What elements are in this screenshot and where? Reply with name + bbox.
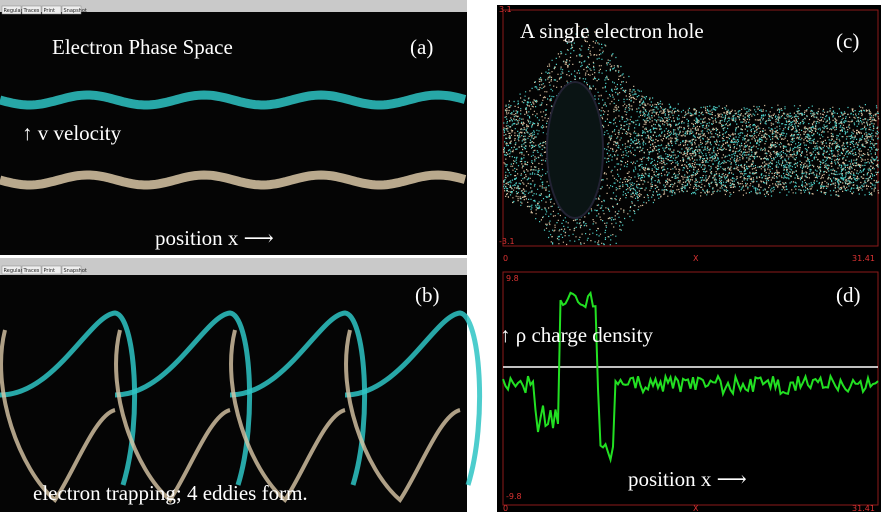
panel-label: (a) [410,35,433,59]
x-right-label: 31.41 [852,254,875,263]
figure: Electron Phase Space (a) ↑ v velocity po… [0,0,881,512]
panel-label: (b) [415,283,440,307]
caption: electron trapping; 4 eddies form. [33,481,308,505]
panel-title: A single electron hole [520,19,704,43]
y-top-label: 3.1 [499,5,512,14]
button-label: Traces [23,8,40,14]
x-left-label: 0 [503,254,508,263]
x-left-label: 0 [503,504,508,512]
x-mid-label: X [693,254,699,263]
panel-label: (d) [836,283,861,307]
button-label: Snapshot [64,8,87,14]
button-label: Print [44,268,56,274]
axis-label: ↑ v velocity [22,121,122,145]
button-label: Traces [23,268,40,274]
panel-title: Electron Phase Space [52,35,233,59]
y-bottom-label: -3.1 [499,237,515,246]
x-mid-label: X [693,504,699,512]
y-top-label: 9.8 [506,274,519,283]
axis-label: position x ⟶ [628,467,747,491]
button-label: Print [44,8,56,14]
x-right-label: 31.41 [852,504,875,512]
electron-hole [547,82,603,218]
button-label: Snapshot [64,268,87,274]
axis-label: position x ⟶ [155,226,274,250]
y-bottom-label: -9.8 [506,492,522,501]
button-label: Regular [4,268,24,274]
panel-label: (c) [836,29,859,53]
button-label: Regular [4,8,24,14]
axis-label: ↑ ρ charge density [500,323,653,347]
